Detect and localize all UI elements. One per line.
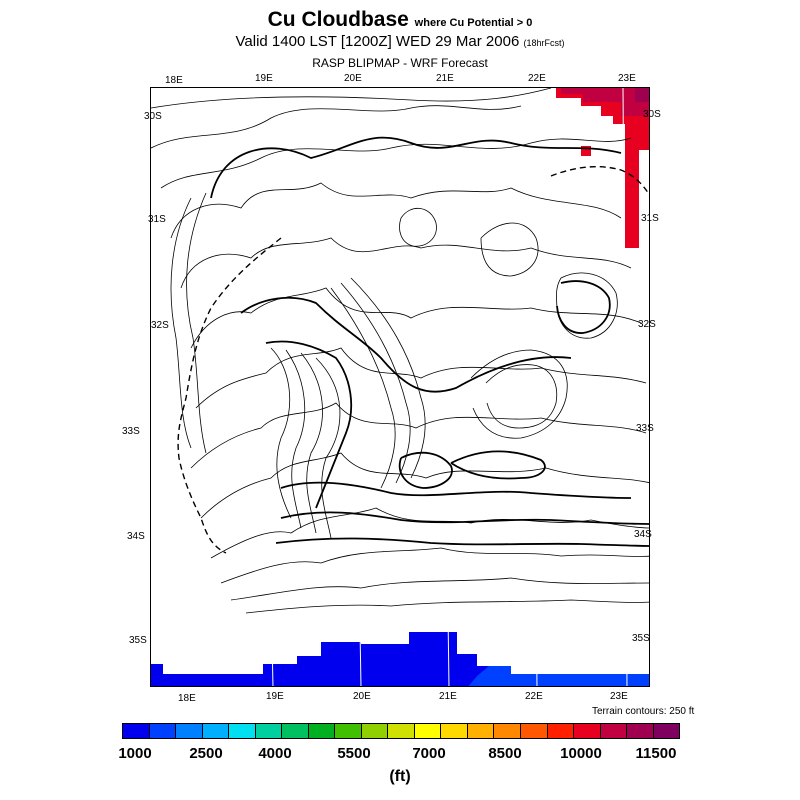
model-name: RASP BLIPMAP - WRF Forecast: [312, 56, 488, 70]
colorbar-cell: [414, 724, 442, 738]
colorbar-cell: [388, 724, 415, 738]
terrain-contour-note: Terrain contours: 250 ft: [592, 706, 695, 717]
top-lon-label: 19E: [255, 73, 273, 84]
colorbar-tick: 10000: [560, 745, 602, 762]
right-lat-label: 33S: [636, 423, 654, 434]
colorbar-tick: 2500: [189, 745, 223, 762]
right-lat-label: 35S: [632, 633, 650, 644]
colorbar-cell: [308, 724, 336, 738]
colorbar-cell: [467, 724, 495, 738]
valid-time: Valid 1400 LST [1200Z] WED 29 Mar 2006 (…: [0, 33, 800, 50]
bottom-lon-label: 22E: [525, 691, 543, 702]
colorbar-cell: [574, 724, 601, 738]
colorbar-cell: [176, 724, 203, 738]
top-lon-label: 22E: [528, 73, 546, 84]
colorbar-cell: [494, 724, 521, 738]
colorbar-cell: [123, 724, 150, 738]
left-lat-label: 35S: [129, 635, 147, 646]
colorbar-cell: [520, 724, 548, 738]
top-lon-label: 23E: [618, 73, 636, 84]
colorbar-cell: [441, 724, 468, 738]
colorbar-unit: (ft): [389, 768, 411, 785]
colorbar-cell: [282, 724, 309, 738]
colorbar: [122, 723, 680, 739]
valid-text: Valid 1400 LST [1200Z] WED 29 Mar 2006: [235, 33, 520, 50]
bottom-lon-label: 18E: [178, 693, 196, 704]
bottom-lon-label: 20E: [353, 691, 371, 702]
colorbar-cell: [335, 724, 362, 738]
right-lat-label: 30S: [643, 109, 661, 120]
right-lat-label: 32S: [638, 319, 656, 330]
colorbar-tick: 11500: [635, 745, 677, 762]
colorbar-cell: [600, 724, 628, 738]
top-lon-label: 18E: [165, 75, 183, 86]
colorbar-tick: 7000: [412, 745, 446, 762]
high-cloudbase-area: [556, 88, 649, 248]
right-lat-label: 34S: [634, 529, 652, 540]
colorbar-cell: [361, 724, 389, 738]
graticule: [260, 88, 628, 686]
bottom-lon-label: 23E: [610, 691, 628, 702]
colorbar-cell: [653, 724, 680, 738]
map-svg: [151, 88, 649, 686]
colorbar-cell: [255, 724, 283, 738]
bottom-lon-label: 19E: [266, 691, 284, 702]
left-lat-label: 31S: [148, 214, 166, 225]
terrain-contours: [151, 88, 649, 614]
right-lat-label: 31S: [641, 213, 659, 224]
colorbar-cell: [547, 724, 575, 738]
title-main: Cu Cloudbase: [267, 8, 409, 31]
forecast-hours: (18hrFcst): [523, 38, 565, 48]
colorbar-cell: [627, 724, 654, 738]
colorbar-tick: 1000: [118, 745, 152, 762]
left-lat-label: 33S: [122, 426, 140, 437]
coastline-boundary: [177, 165, 649, 554]
map-title: Cu Cloudbase where Cu Potential > 0: [0, 8, 800, 32]
top-lon-label: 21E: [436, 73, 454, 84]
colorbar-cell: [229, 724, 256, 738]
major-contours: [210, 136, 649, 547]
title-note: where Cu Potential > 0: [414, 17, 533, 29]
cloudbase-map: [150, 87, 650, 687]
top-lon-label: 20E: [344, 73, 362, 84]
left-lat-label: 32S: [151, 320, 169, 331]
colorbar-tick: 8500: [488, 745, 522, 762]
colorbar-cell: [149, 724, 177, 738]
colorbar-cell: [202, 724, 230, 738]
colorbar-tick: 4000: [258, 745, 292, 762]
left-lat-label: 30S: [144, 111, 162, 122]
colorbar-tick: 5500: [337, 745, 371, 762]
left-lat-label: 34S: [127, 531, 145, 542]
bottom-lon-label: 21E: [439, 691, 457, 702]
low-cloudbase-area: [151, 632, 649, 686]
